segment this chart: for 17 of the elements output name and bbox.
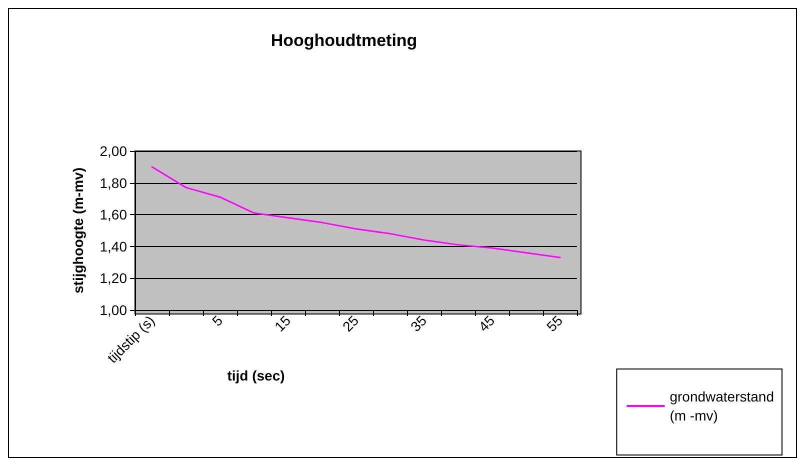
- y-tick-label: 1,20: [100, 270, 128, 286]
- x-axis-title: tijd (sec): [227, 367, 285, 384]
- x-tick-label: 35: [407, 312, 430, 335]
- y-tick-label: 1,80: [100, 174, 128, 191]
- x-tick-label: 15: [271, 312, 294, 335]
- y-tick-label: 1,00: [100, 302, 128, 318]
- y-tick-label: 1,60: [100, 206, 128, 223]
- y-axis-title: stijghoogte (m-mv): [70, 168, 86, 294]
- y-tick-label: 1,40: [100, 238, 128, 254]
- legend-label: grondwaterstand (m -mv): [670, 388, 774, 424]
- x-tick-label: 5: [208, 312, 226, 330]
- chart-title: Hooghoudtmeting: [270, 31, 418, 50]
- y-tick-label: 2,00: [100, 143, 128, 159]
- x-tick-label: 25: [339, 312, 362, 335]
- line-series: [151, 166, 561, 258]
- x-tick-label: 55: [543, 312, 566, 335]
- x-tick-label: 45: [475, 312, 498, 335]
